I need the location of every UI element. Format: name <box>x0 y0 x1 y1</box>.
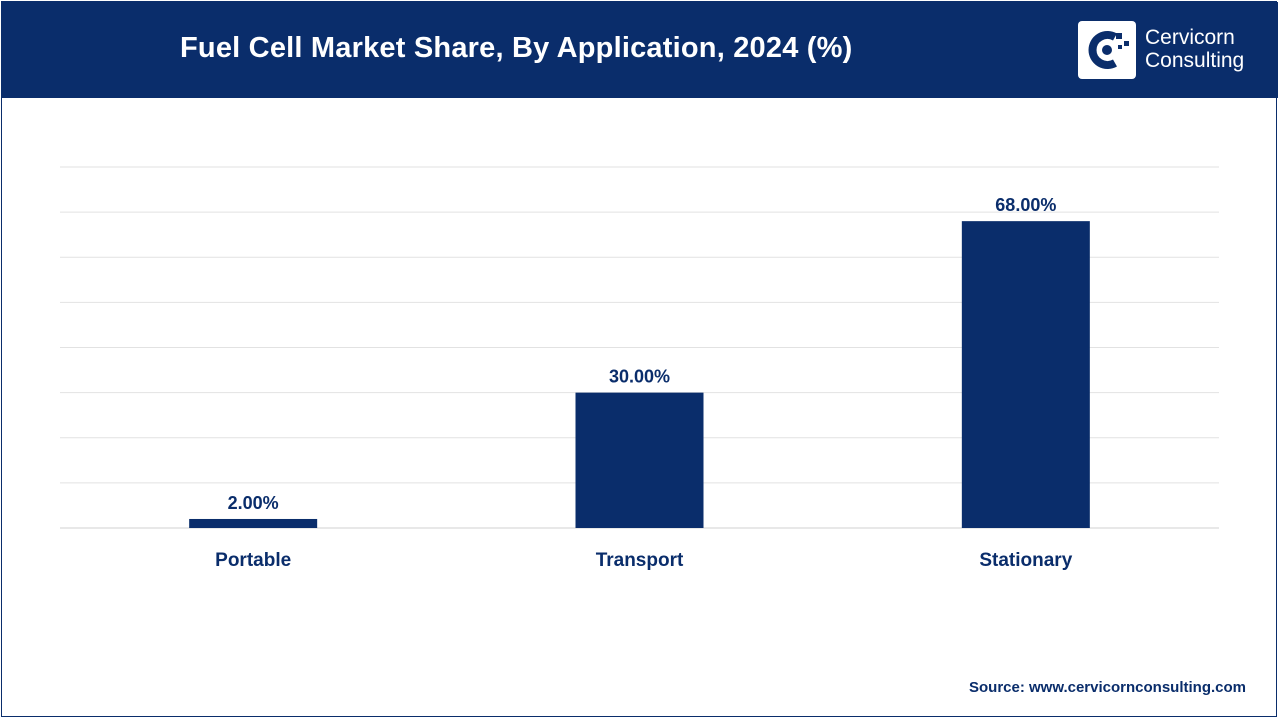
page-title: Fuel Cell Market Share, By Application, … <box>180 32 853 64</box>
x-tick-label: Portable <box>215 550 291 571</box>
data-label: 2.00% <box>228 493 279 513</box>
header-banner: Fuel Cell Market Share, By Application, … <box>2 2 1278 98</box>
bar <box>575 392 704 528</box>
x-tick-label: Transport <box>596 550 684 571</box>
cervicorn-logo-icon <box>1078 21 1136 79</box>
brand-line-1: Cervicorn <box>1145 26 1235 49</box>
source-note: Source: www.cervicornconsulting.com <box>968 679 1246 696</box>
bar <box>189 518 318 528</box>
x-tick-label: Stationary <box>979 550 1072 571</box>
brand-name: Cervicorn Consulting <box>1145 26 1244 72</box>
bar <box>961 221 1090 528</box>
data-label: 30.00% <box>609 367 670 387</box>
data-label: 68.00% <box>995 195 1056 215</box>
brand-line-2: Consulting <box>1145 49 1245 72</box>
